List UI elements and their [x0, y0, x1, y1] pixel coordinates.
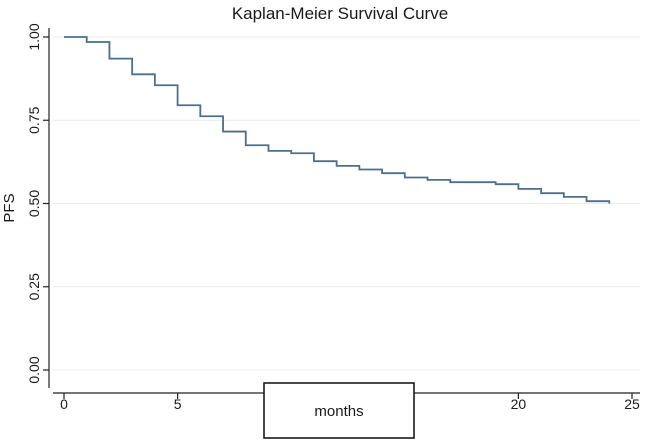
x-tick-label: 25	[624, 396, 640, 412]
x-tick-label: 20	[511, 396, 527, 412]
x-axis-label-box	[263, 382, 415, 439]
chart-title: Kaplan-Meier Survival Curve	[232, 4, 448, 23]
km-curve	[64, 36, 611, 204]
x-tick-label: 0	[60, 396, 68, 412]
y-tick-label: 0.75	[26, 106, 42, 133]
y-tick-label: 0.25	[26, 273, 42, 300]
y-tick-label: 0.00	[26, 356, 42, 383]
y-axis-label: PFS	[1, 193, 18, 222]
km-step-line	[64, 36, 611, 204]
x-tick-label: 5	[174, 396, 182, 412]
y-gridlines	[53, 36, 640, 371]
y-tick-label: 0.50	[26, 190, 42, 217]
y-tick-label: 1.00	[26, 23, 42, 50]
y-axis-ticks: 0.00 0.25 0.50 0.75 1.00	[26, 23, 49, 384]
x-axis-label: months	[314, 403, 363, 420]
